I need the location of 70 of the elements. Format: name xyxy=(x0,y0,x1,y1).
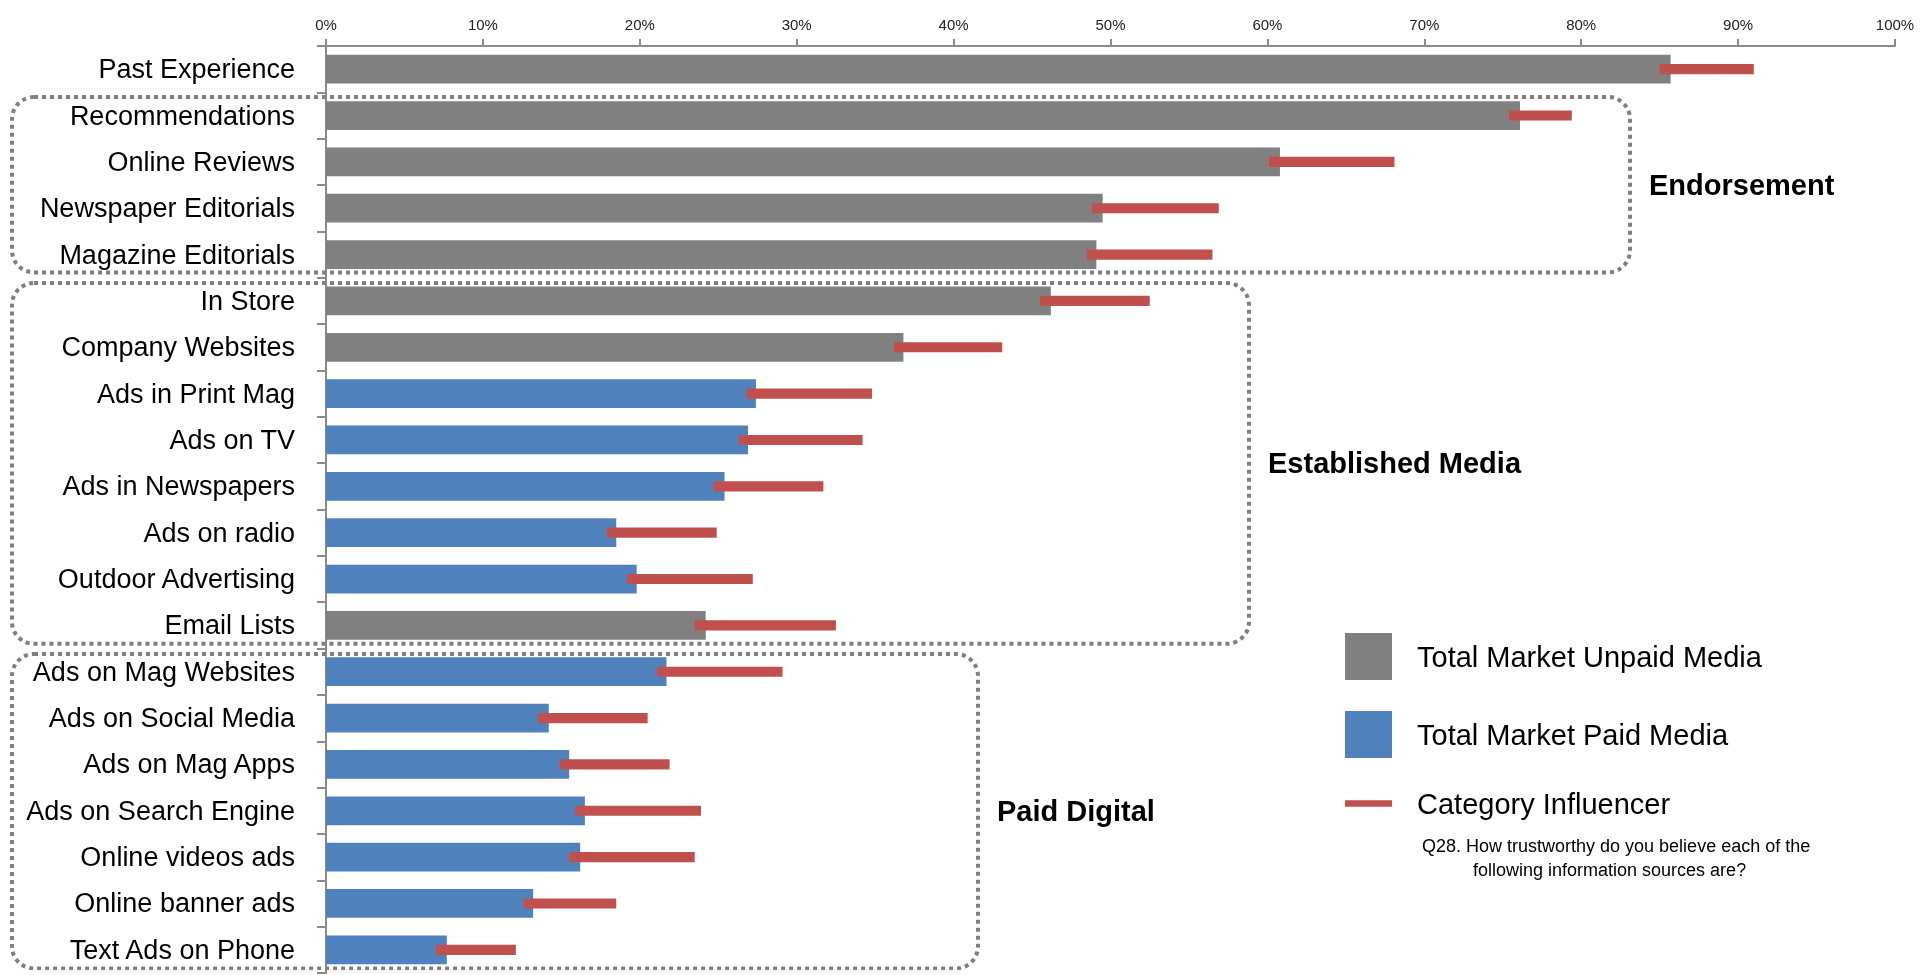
bar xyxy=(1086,249,1213,260)
x-tick-label: 0% xyxy=(315,16,337,33)
y-tick-label: Ads on Mag Websites xyxy=(32,656,295,687)
legend-label: Total Market Paid Media xyxy=(1417,718,1729,751)
y-tick-label: Online banner ads xyxy=(74,888,295,919)
x-tick-label: 80% xyxy=(1566,16,1597,33)
y-tick-label: Email Lists xyxy=(164,610,295,641)
y-tick-label: In Store xyxy=(200,285,295,316)
y-tick-label: Ads on Mag Apps xyxy=(83,749,295,780)
bar xyxy=(326,425,749,455)
x-tick-label: 60% xyxy=(1252,16,1283,33)
annotation: Endorsement xyxy=(1649,168,1835,204)
x-tick-label: 20% xyxy=(624,16,655,33)
bar xyxy=(1039,295,1150,307)
x-tick-label: 90% xyxy=(1723,16,1754,33)
y-tick-label: Text Ads on Phone xyxy=(69,934,295,965)
y-tick-label: Online videos ads xyxy=(80,842,295,873)
x-tick-label: 40% xyxy=(938,16,969,33)
bar xyxy=(326,518,617,548)
bar xyxy=(575,805,701,816)
bar xyxy=(326,889,534,918)
bar xyxy=(435,944,516,955)
x-tick-label: 100% xyxy=(1875,16,1915,33)
annotation: Established Media xyxy=(1268,446,1522,482)
bar xyxy=(746,388,873,399)
legend-label: Total Market Unpaid Media xyxy=(1417,640,1763,673)
y-tick-label: Past Experience xyxy=(98,54,295,85)
y-tick-label: Ads in Newspapers xyxy=(62,471,295,502)
bar xyxy=(893,342,1003,353)
bar xyxy=(713,481,824,492)
bar xyxy=(627,573,753,585)
y-tick-label: Outdoor Advertising xyxy=(57,564,295,595)
bar xyxy=(523,898,617,909)
x-tick-label: 50% xyxy=(1095,16,1126,33)
bar xyxy=(326,750,570,779)
y-tick-label: Ads on radio xyxy=(143,517,295,548)
bar xyxy=(1091,203,1219,214)
y-tick-label: Ads in Print Mag xyxy=(96,378,295,409)
bar xyxy=(326,796,585,826)
y-tick-label: Online Reviews xyxy=(107,146,295,177)
x-tick-label: 30% xyxy=(781,16,812,33)
legend-label: Category Influencer xyxy=(1417,787,1671,820)
bar xyxy=(738,434,863,446)
bar xyxy=(326,842,581,872)
bar xyxy=(694,620,836,631)
bar xyxy=(657,666,783,677)
annotation: Q28. How trustworthy do you believe each of the following information sources are? xyxy=(1422,835,1812,882)
x-tick-label: 10% xyxy=(467,16,498,33)
x-tick-label: 70% xyxy=(1409,16,1440,33)
bar xyxy=(326,703,549,733)
bar xyxy=(1509,110,1572,121)
y-tick-label: Ads on Social Media xyxy=(48,703,296,734)
y-tick-label: Recommendations xyxy=(69,100,295,131)
bar xyxy=(537,712,648,724)
bar xyxy=(326,935,447,965)
y-tick-label: Newspaper Editorials xyxy=(39,193,295,224)
annotation: Paid Digital xyxy=(997,793,1155,829)
y-tick-label: Ads on TV xyxy=(169,424,295,455)
y-tick-label: Ads on Search Engine xyxy=(26,795,295,826)
bar xyxy=(1268,156,1395,167)
bar xyxy=(1659,64,1754,75)
bar xyxy=(569,852,695,863)
bar xyxy=(326,657,667,687)
bar xyxy=(606,527,717,538)
y-tick-label: Company Websites xyxy=(61,332,295,363)
bar xyxy=(326,564,637,594)
bar xyxy=(559,759,670,770)
bar xyxy=(326,379,756,408)
y-tick-label: Magazine Editorials xyxy=(59,239,295,270)
bar xyxy=(326,471,725,501)
